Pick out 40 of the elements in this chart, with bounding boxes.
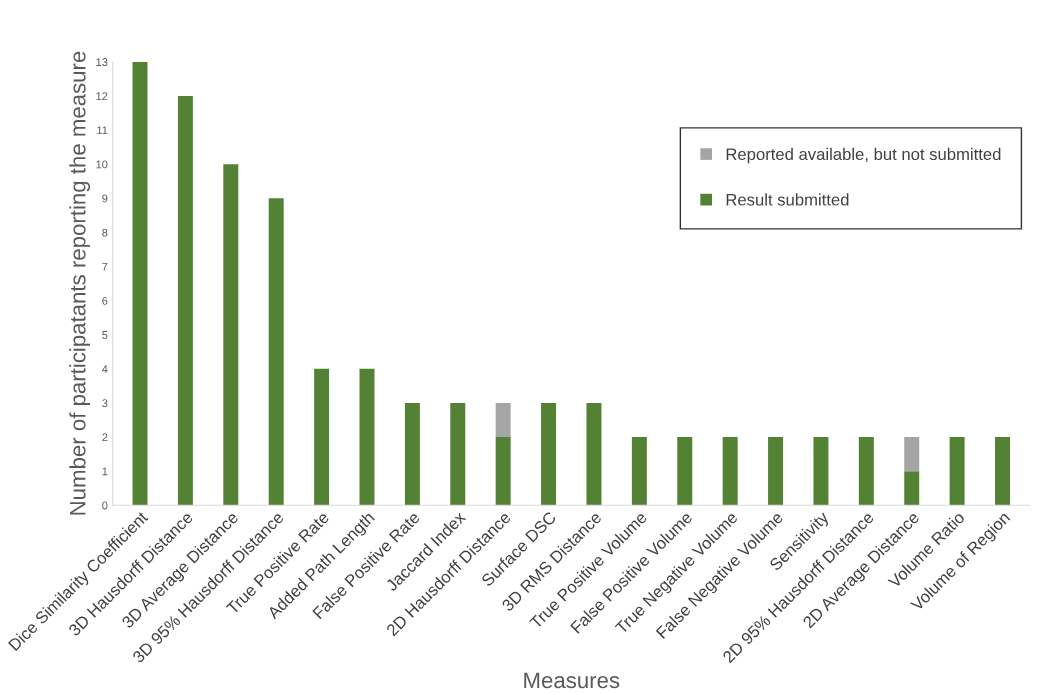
y-tick-label: 2 <box>102 433 108 442</box>
x-axis-title: Measures <box>524 672 620 689</box>
bar <box>904 471 920 506</box>
y-tick-label: 13 <box>96 58 108 66</box>
bar <box>995 437 1011 506</box>
y-tick-label: 7 <box>102 262 108 271</box>
y-tick-label: 3 <box>102 399 108 408</box>
legend-label: Reported available, but not submitted <box>726 147 1001 164</box>
bar <box>813 437 829 506</box>
bar <box>586 402 602 506</box>
bar <box>359 368 375 506</box>
bar <box>858 437 874 506</box>
y-tick-label: 4 <box>101 365 108 373</box>
bar <box>722 437 738 506</box>
bar <box>268 198 284 506</box>
bar <box>541 402 557 506</box>
bar <box>314 368 330 506</box>
y-tick-label: 9 <box>102 194 108 203</box>
bar <box>177 95 193 506</box>
y-tick-label: 6 <box>102 296 108 305</box>
legend-label: Result submitted <box>726 193 849 206</box>
y-tick-label: 12 <box>96 92 108 100</box>
y-tick-label: 11 <box>97 126 108 135</box>
bar <box>631 437 647 506</box>
bar <box>404 402 420 506</box>
bar <box>132 61 148 506</box>
bar <box>223 164 239 506</box>
bar <box>495 402 511 438</box>
y-tick-label: 10 <box>96 160 108 169</box>
y-tick-label: 1 <box>102 467 108 476</box>
y-tick-label: 8 <box>102 228 108 237</box>
bar <box>677 437 693 506</box>
bar <box>768 437 784 506</box>
bar <box>949 437 965 506</box>
bar <box>495 437 511 506</box>
bar <box>904 437 920 472</box>
y-tick-label: 5 <box>102 331 108 339</box>
bar <box>450 402 466 506</box>
y-axis-title: Number of participatants reporting the measure <box>69 51 90 515</box>
y-tick-label: 0 <box>102 501 108 510</box>
